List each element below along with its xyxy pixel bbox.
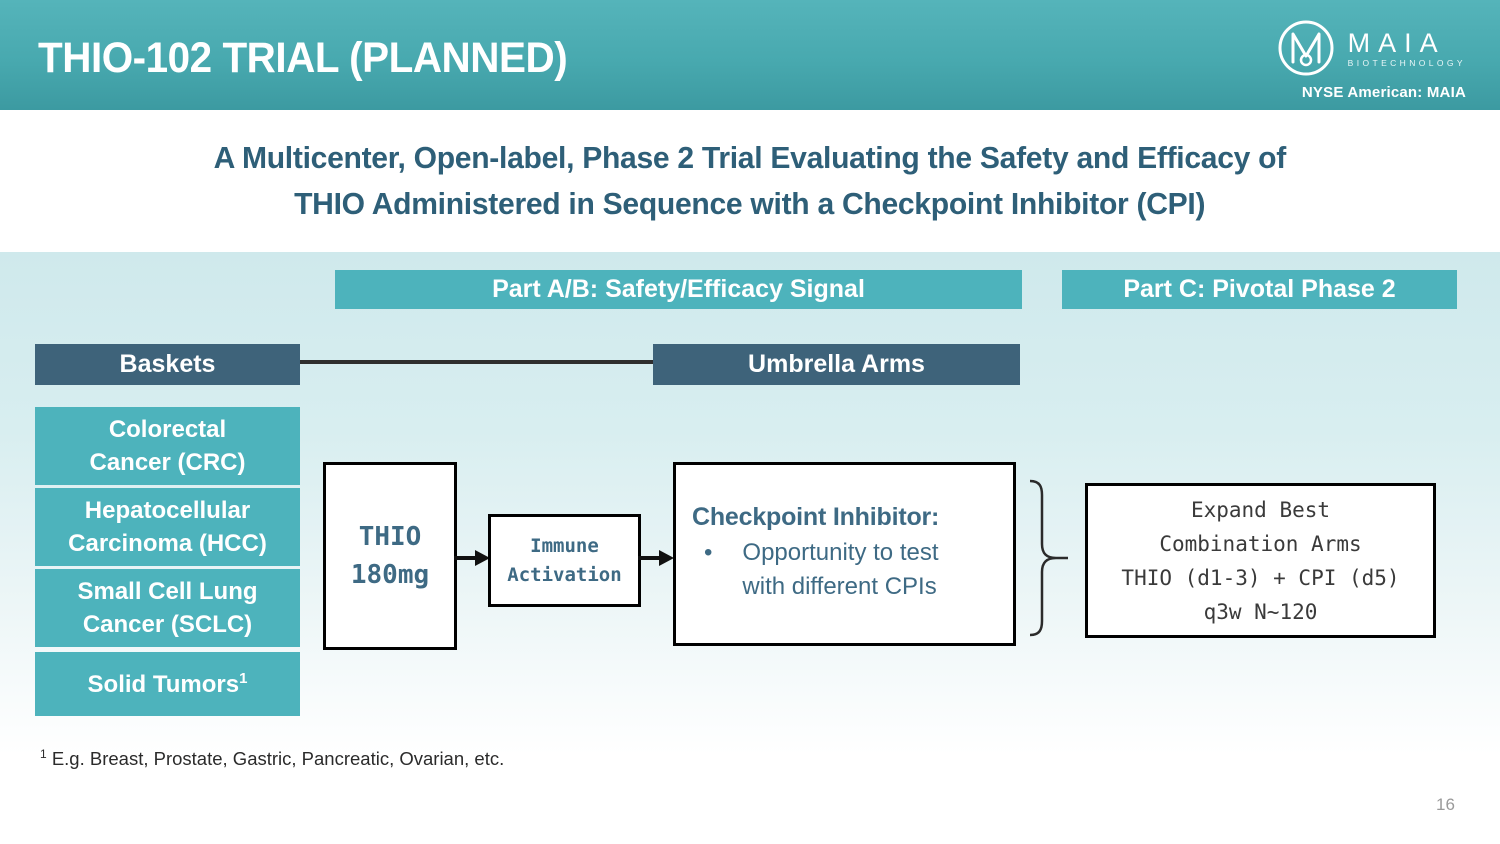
- thio-180mg-box: THIO 180mg: [323, 462, 457, 650]
- checkpoint-bullet-item: • Opportunity to test with different CPI…: [692, 536, 977, 604]
- baskets-umbrella-connector-line: [300, 360, 653, 364]
- footnote: 1 E.g. Breast, Prostate, Gastric, Pancre…: [40, 746, 505, 769]
- subtitle-line-1: A Multicenter, Open-label, Phase 2 Trial…: [213, 140, 1287, 175]
- footnote-marker: 1: [40, 746, 47, 761]
- basket-colorectal-cancer: Colorectal Cancer (CRC): [35, 407, 300, 485]
- maia-logo: MAIA BIOTECHNOLOGY: [1276, 18, 1466, 78]
- header-bar: THIO-102 TRIAL (PLANNED) MAIA BIOTECHNOL…: [0, 0, 1500, 110]
- page-title: THIO-102 TRIAL (PLANNED): [38, 34, 568, 82]
- basket-small-cell-lung-cancer: Small Cell Lung Cancer (SCLC): [35, 569, 300, 647]
- baskets-header: Baskets: [35, 344, 300, 385]
- maia-monogram-icon: [1278, 20, 1334, 76]
- subtitle-line-2: THIO Administered in Sequence with a Che…: [294, 186, 1206, 221]
- subtitle-band: A Multicenter, Open-label, Phase 2 Trial…: [0, 110, 1500, 252]
- right-brace-icon: [1029, 479, 1068, 637]
- brand-block: MAIA BIOTECHNOLOGY NYSE American: MAIA: [1276, 18, 1466, 101]
- checkpoint-bullet-text: Opportunity to test with different CPIs: [742, 539, 939, 600]
- bullet-marker: •: [704, 539, 713, 566]
- immune-activation-box: Immune Activation: [488, 514, 641, 607]
- expand-combination-arms-box: Expand Best Combination Arms THIO (d1-3)…: [1085, 483, 1436, 638]
- arrow-right-icon: [454, 550, 490, 566]
- brand-tagline: BIOTECHNOLOGY: [1347, 57, 1466, 68]
- part-c-header: Part C: Pivotal Phase 2: [1062, 270, 1457, 309]
- footnote-reference: 1: [239, 669, 248, 687]
- umbrella-arms-header: Umbrella Arms: [653, 344, 1020, 385]
- ticker-label: NYSE American: MAIA: [1301, 84, 1466, 101]
- checkpoint-box-title: Checkpoint Inhibitor:: [692, 503, 940, 531]
- basket-hepatocellular-carcinoma: Hepatocellular Carcinoma (HCC): [35, 488, 300, 566]
- page-number: 16: [1436, 795, 1455, 814]
- brand-name: MAIA: [1347, 27, 1446, 58]
- arrow-right-icon: [638, 550, 674, 566]
- part-ab-header: Part A/B: Safety/Efficacy Signal: [335, 270, 1022, 309]
- checkpoint-inhibitor-box: Checkpoint Inhibitor: • Opportunity to t…: [673, 462, 1016, 646]
- basket-solid-tumors: Solid Tumors1: [35, 652, 300, 716]
